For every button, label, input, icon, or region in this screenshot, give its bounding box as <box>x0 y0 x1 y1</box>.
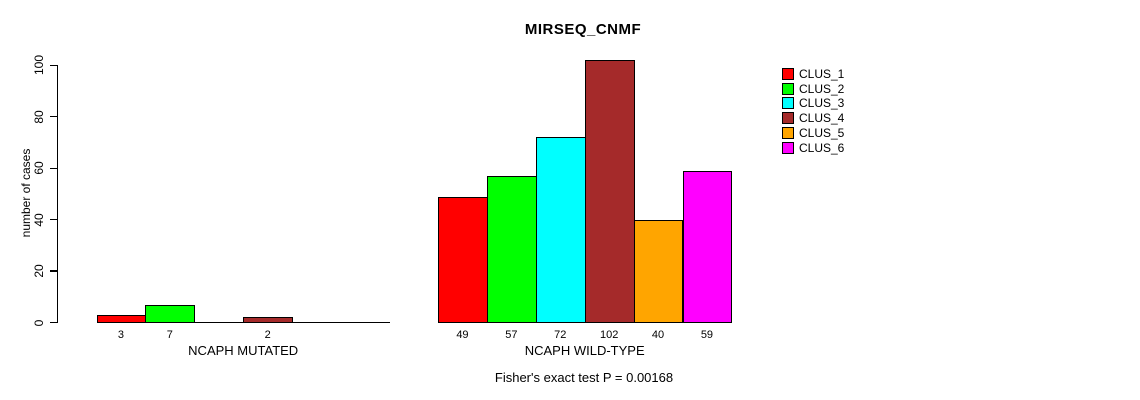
y-tick-label: 40 <box>32 212 46 227</box>
y-axis-line <box>57 65 59 323</box>
bar-value-label: 57 <box>505 329 518 341</box>
bar-value-label: 59 <box>700 329 714 341</box>
legend-swatch <box>782 126 794 139</box>
y-tick-label: 80 <box>32 110 46 124</box>
y-tick-label: 60 <box>32 161 46 175</box>
legend-label: CLUS_1 <box>799 67 845 81</box>
bar-value-label: 3 <box>117 329 124 341</box>
bar-value-label: 49 <box>456 329 469 341</box>
legend-swatch <box>782 97 794 110</box>
y-tick-mark <box>50 219 57 221</box>
y-axis-label: number of cases <box>19 148 33 238</box>
group-label: NCAPH MUTATED <box>188 343 299 358</box>
legend-item: CLUS_4 <box>782 111 862 126</box>
y-tick-mark <box>50 116 57 118</box>
legend-label: CLUS_3 <box>799 96 845 111</box>
fisher-annotation: Fisher's exact test P = 0.00168 <box>494 370 674 385</box>
legend-swatch <box>782 82 794 95</box>
bar <box>438 196 488 323</box>
bar <box>584 60 635 323</box>
bar-value-label: 2 <box>264 329 271 341</box>
bar <box>145 304 196 323</box>
legend-swatch <box>782 141 794 154</box>
bar <box>243 317 294 323</box>
legend-label: CLUS_5 <box>799 125 845 140</box>
y-tick-mark <box>50 321 57 324</box>
y-tick-mark <box>50 64 57 66</box>
legend-item: CLUS_6 <box>782 141 862 154</box>
bar-value-label: 40 <box>651 329 665 341</box>
bar-value-label: 7 <box>166 329 173 341</box>
legend-label: CLUS_2 <box>799 81 845 96</box>
legend-item: CLUS_3 <box>782 96 862 111</box>
y-tick-label: 20 <box>32 264 46 278</box>
legend-swatch <box>782 112 794 125</box>
chart-title: MIRSEQ_CNMF <box>524 21 642 38</box>
legend-label: CLUS_6 <box>799 140 845 155</box>
bar-value-label: 102 <box>599 329 619 341</box>
bar <box>486 175 537 323</box>
bar-value-label: 72 <box>554 329 567 341</box>
bar <box>633 219 684 323</box>
y-tick-label: 100 <box>32 55 46 76</box>
legend-item: CLUS_2 <box>782 82 862 95</box>
bar <box>682 170 733 323</box>
group-label: NCAPH WILD-TYPE <box>524 343 645 358</box>
bar <box>96 314 147 323</box>
y-tick-label: 0 <box>32 319 46 326</box>
legend-item: CLUS_1 <box>782 67 862 80</box>
legend-label: CLUS_4 <box>799 111 845 126</box>
legend-item: CLUS_5 <box>782 126 862 139</box>
bar <box>535 137 586 323</box>
y-tick-mark <box>50 270 57 272</box>
legend-swatch <box>782 68 794 80</box>
y-tick-mark <box>50 167 57 169</box>
